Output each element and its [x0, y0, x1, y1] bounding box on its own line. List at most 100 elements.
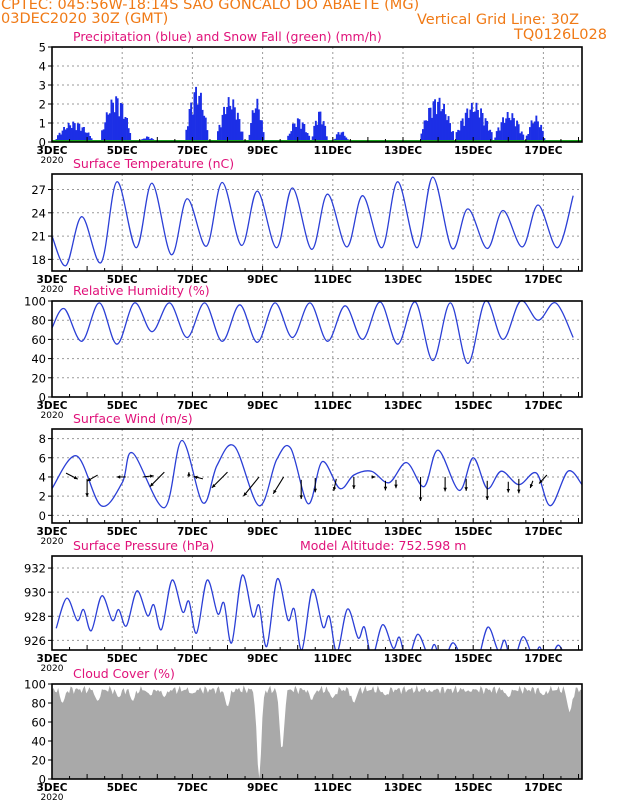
precip-bar — [227, 97, 230, 142]
precip-bar — [146, 136, 148, 142]
wind-ytick-label: 8 — [39, 432, 46, 446]
wind-arrow-head — [443, 487, 447, 492]
precip-bar — [204, 117, 207, 142]
precip-bar — [325, 136, 328, 142]
precip-bar — [469, 109, 472, 142]
cloud-xtick-label: 3DEC — [37, 782, 68, 794]
precip-bar — [529, 127, 531, 142]
precip-xtick-label: 17DEC — [524, 145, 563, 157]
precip-bar — [79, 130, 82, 142]
precip-bar — [200, 92, 202, 142]
precip-bar — [76, 123, 79, 142]
precip-bar — [429, 107, 432, 142]
cloud-year-label: 2020 — [41, 793, 64, 800]
precip-bar — [250, 123, 252, 142]
wind-xtick-label: 15DEC — [454, 526, 493, 538]
precip-bar — [240, 131, 242, 142]
precip-bar — [420, 133, 423, 142]
precip-bar — [73, 123, 76, 142]
cloud-ytick-label: 60 — [31, 716, 46, 730]
pressure-xtick-label: 17DEC — [524, 653, 563, 665]
precip-bar — [308, 135, 311, 142]
precip-bar — [423, 120, 426, 142]
humidity-xtick-label: 5DEC — [107, 400, 138, 412]
humidity-frame — [51, 300, 583, 398]
precip-bar — [316, 124, 319, 142]
precip-bar — [470, 102, 473, 142]
temperature-panel — [48, 173, 583, 272]
precip-bar — [481, 113, 484, 142]
precip-bar — [127, 128, 130, 142]
precip-bar — [530, 120, 533, 142]
precip-bar — [438, 97, 441, 142]
wind-arrow — [211, 471, 228, 489]
pressure-series-line — [55, 574, 563, 650]
pressure-year-label: 2020 — [41, 664, 64, 674]
precip-bar — [503, 122, 506, 142]
temperature-xtick-label: 3DEC — [37, 274, 68, 286]
humidity-title: Relative Humidity (%) — [73, 283, 210, 298]
humidity-ytick-label: 20 — [31, 371, 46, 385]
wind-arrow-head — [485, 496, 489, 500]
precip-bar — [422, 129, 424, 142]
pressure-xtick-label: 13DEC — [384, 653, 423, 665]
precip-bar — [340, 132, 343, 142]
precip-bar — [75, 130, 78, 142]
wind-arrow-head — [383, 486, 388, 491]
pressure-xtick-label: 5DEC — [107, 653, 138, 665]
wind-arrow-head — [273, 489, 277, 494]
pressure-xtick-label: 11DEC — [314, 653, 353, 665]
precip-bar — [541, 130, 544, 142]
precip-bar — [535, 115, 538, 142]
precip-xtick-label: 7DEC — [177, 145, 208, 157]
precip-bar — [506, 112, 509, 142]
precip-bar — [500, 122, 503, 142]
precip-bar — [527, 134, 530, 142]
wind-arrow-head — [313, 488, 317, 493]
precip-bar — [72, 121, 75, 142]
wind-arrow-head — [73, 475, 78, 480]
precip-bar — [63, 127, 65, 142]
humidity-xtick-label: 17DEC — [524, 400, 563, 412]
precip-bar — [540, 124, 543, 142]
precip-bar — [119, 103, 122, 142]
precip-bar — [538, 127, 541, 142]
precip-bar — [525, 135, 528, 142]
pressure-ytick-label: 928 — [24, 610, 46, 624]
precip-bar — [324, 125, 327, 142]
precip-bar — [447, 116, 450, 142]
wind-xtick-label: 5DEC — [107, 526, 138, 538]
precip-bar — [466, 108, 469, 142]
precip-bar — [520, 131, 523, 142]
precip-bar — [452, 131, 454, 142]
precip-bar — [425, 120, 427, 142]
temperature-xtick-label: 11DEC — [314, 274, 353, 286]
precip-bar — [478, 117, 481, 142]
pressure-ytick-label: 930 — [24, 586, 46, 600]
precip-bar — [253, 112, 256, 142]
cloud-xtick-label: 5DEC — [107, 782, 138, 794]
precip-bar — [102, 129, 105, 142]
precip-bar — [257, 109, 260, 142]
precip-bar — [498, 130, 501, 142]
wind-arrow-head — [506, 488, 511, 493]
precip-bar — [444, 114, 447, 142]
precip-bar — [198, 95, 201, 142]
wind-arrow-head — [116, 475, 121, 479]
precip-bar — [241, 131, 244, 142]
precip-bar — [477, 110, 479, 142]
humidity-series-line — [51, 300, 574, 365]
precip-bar — [441, 109, 444, 142]
precip-bar — [218, 124, 221, 142]
humidity-ytick-label: 40 — [31, 352, 46, 366]
wind-ytick-label: 2 — [39, 490, 46, 504]
cloud-cover-area — [52, 685, 582, 779]
cloud-xtick-label: 11DEC — [314, 782, 353, 794]
wind-ytick-label: 0 — [39, 509, 46, 523]
precip-bar — [126, 118, 128, 142]
precip-bar — [61, 130, 64, 142]
precip-bar — [110, 99, 113, 142]
precip-bar — [83, 127, 85, 142]
precip-bar — [58, 132, 61, 142]
precip-bar — [256, 98, 259, 142]
